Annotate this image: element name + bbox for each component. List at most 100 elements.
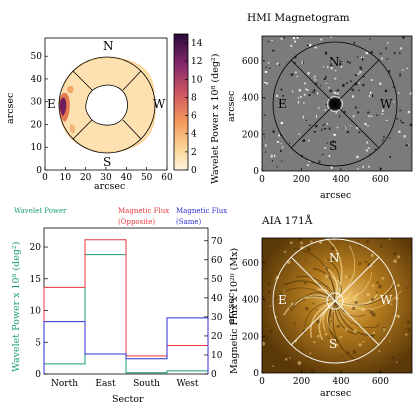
chart-x-axis-ticks: North East South West [51, 379, 199, 389]
wavelet-map-xtick-label: 20 [80, 173, 92, 183]
aia-south-label: S [329, 337, 337, 351]
aia-frame [261, 237, 413, 374]
colorbar-gradient [173, 33, 189, 171]
chart-left-y-label: Wavelet Power x 10⁸ (deg²) [11, 242, 22, 372]
aia-west-label: W [380, 293, 393, 307]
hmi-image [262, 36, 412, 171]
right-ytick-label: 30 [211, 313, 223, 323]
colorbar-tick-label: 6 [191, 112, 197, 122]
wavelet-map-ytick-label: 20 [31, 120, 43, 130]
aia-y-label: arcsec [226, 293, 237, 324]
hmi-east-label: E [278, 97, 287, 111]
aia-x-label: arcsec [320, 388, 351, 399]
wavelet-map-ytick-label: 50 [31, 52, 43, 62]
hmi-magnetic-field-pixels [263, 36, 412, 171]
right-ytick-label: 20 [211, 332, 223, 342]
aia-xtick-label: 400 [332, 377, 349, 387]
wavelet-map-south-label: S [103, 155, 111, 169]
aia-xtick-label: 0 [259, 377, 265, 387]
hmi-y-ticks: 0 200 400 600 [242, 57, 265, 177]
wavelet-map-x-ticks: 0 10 20 30 40 50 60 [42, 167, 173, 183]
x-category-label: West [176, 379, 198, 389]
hmi-xtick-label: 400 [332, 175, 349, 185]
wavelet-power-map-panel: N E S W 0 10 20 30 40 50 60 0 10 20 30 40 50 arcsec… [5, 37, 173, 192]
hmi-ytick-label: 0 [253, 167, 259, 177]
right-ytick-label: 0 [211, 370, 217, 380]
aia-image [262, 238, 412, 373]
wavelet-map-east-label: E [47, 97, 56, 111]
right-ytick-label: 50 [211, 275, 223, 285]
chart-left-axis-ticks: 0 5 10 15 20 [30, 243, 48, 380]
wavelet-map-ytick-label: 30 [31, 98, 43, 108]
right-ytick-label: 60 [211, 256, 223, 266]
hmi-ytick-label: 600 [242, 57, 259, 67]
chart-right-axis-ticks: 0 10 20 30 40 50 60 70 [204, 237, 223, 380]
wavelet-map-y-ticks: 0 10 20 30 40 50 [31, 52, 48, 176]
left-ytick-label: 0 [35, 370, 41, 380]
left-ytick-label: 10 [30, 307, 42, 317]
hmi-y-label: arcsec [226, 91, 237, 122]
x-category-label: North [51, 379, 78, 389]
wavelet-map-xtick-label: 60 [161, 173, 173, 183]
colorbar-tick-label: 10 [191, 75, 203, 85]
series-line-flux-same [43, 317, 209, 374]
chart-series [43, 239, 209, 374]
wavelet-map-xtick-label: 10 [60, 173, 72, 183]
colorbar-tick-label: 2 [191, 148, 197, 158]
wavelet-map-y-label: arcsec [5, 93, 16, 124]
chart-right-y-label: Magnetic Flux x 10²⁰ (Mx) [229, 248, 240, 374]
aia-north-label: N [329, 251, 340, 265]
wavelet-map-xtick-label: 30 [100, 173, 112, 183]
left-ytick-label: 5 [35, 338, 41, 348]
wavelet-map-annulus [58, 56, 156, 154]
hmi-xtick-label: 200 [293, 175, 310, 185]
hmi-xtick-label: 0 [259, 175, 265, 185]
right-ytick-label: 10 [211, 351, 223, 361]
wavelet-map-xtick-label: 40 [121, 173, 133, 183]
colorbar-tick-label: 14 [191, 39, 203, 49]
chart-legend: Wavelet Power Magnetic Flux (Opposite) M… [14, 207, 227, 226]
aia-title: AIA 171Å [261, 213, 313, 227]
legend-opposite-line2: (Opposite) [118, 218, 155, 226]
x-category-label: East [95, 379, 116, 389]
wavelet-map-ytick-label: 0 [36, 166, 42, 176]
colorbar-tick-label: 8 [191, 93, 197, 103]
hmi-ytick-label: 400 [242, 94, 259, 104]
left-ytick-label: 20 [30, 243, 42, 253]
hmi-south-label: S [329, 139, 337, 153]
hmi-west-label: W [380, 97, 393, 111]
aia-y-ticks: 0 200 400 600 [242, 259, 265, 379]
legend-same-line1: Magnetic Flux [176, 207, 227, 215]
aia-171-panel: AIA 171Å N E S W 0 200 400 600 0 200 400 600 a… [226, 213, 413, 399]
aia-ytick-label: 0 [253, 369, 259, 379]
hmi-ytick-label: 200 [242, 130, 259, 140]
aia-xtick-label: 200 [293, 377, 310, 387]
aia-ytick-label: 200 [242, 332, 259, 342]
x-category-label: South [133, 379, 160, 389]
right-ytick-label: 40 [211, 294, 223, 304]
colorbar-label: Wavelet Power x 10⁸ (deg²) [210, 54, 221, 184]
hmi-title: HMI Magnetogram [247, 12, 350, 24]
aia-xtick-label: 600 [372, 377, 389, 387]
legend-opposite-line1: Magnetic Flux [118, 207, 169, 215]
hmi-xtick-label: 600 [372, 175, 389, 185]
chart-x-label: Sector [112, 394, 144, 405]
wavelet-map-ytick-label: 40 [31, 75, 43, 85]
hmi-north-label: N [329, 55, 340, 69]
right-ytick-label: 70 [211, 237, 223, 247]
aia-east-label: E [278, 293, 287, 307]
hmi-magnetogram-panel: HMI Magnetogram N E S W 0 200 400 600 0 200 4… [226, 12, 413, 201]
colorbar-tick-label: 0 [191, 166, 197, 176]
aia-ytick-label: 600 [242, 259, 259, 269]
left-ytick-label: 15 [30, 275, 42, 285]
wavelet-map-xtick-label: 50 [141, 173, 153, 183]
hmi-x-ticks: 0 200 400 600 [259, 168, 389, 185]
sector-chart-panel: Wavelet Power Magnetic Flux (Opposite) M… [11, 207, 240, 405]
wavelet-map-xtick-label: 0 [42, 173, 48, 183]
hmi-x-label: arcsec [320, 190, 351, 201]
aia-x-ticks: 0 200 400 600 [259, 370, 389, 387]
legend-same-line2: (Same) [176, 218, 201, 226]
wavelet-map-ytick-label: 10 [31, 143, 43, 153]
wavelet-colorbar: 0 2 4 6 8 10 12 14 Wavelet Power x 10⁸ (deg²) [173, 33, 221, 184]
